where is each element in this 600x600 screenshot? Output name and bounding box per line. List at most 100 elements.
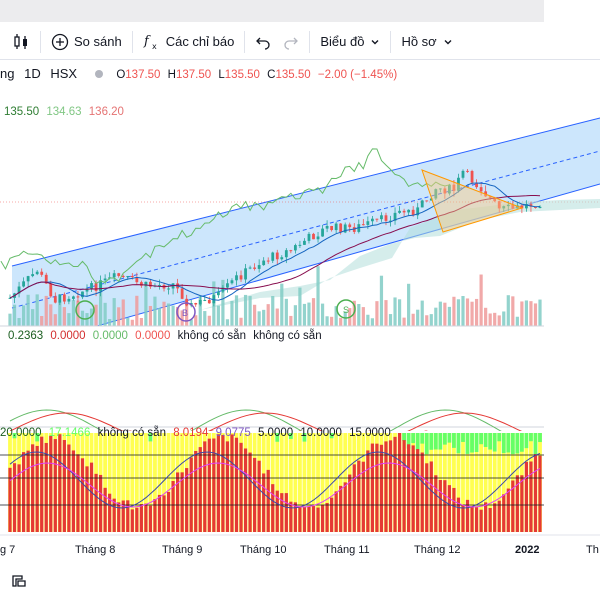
oscillator-green-bar [411,433,416,444]
compare-button[interactable]: So sánh [45,28,128,56]
candle-body [438,188,442,190]
candle-body [384,215,388,221]
candle-body [280,257,284,260]
oscillator-green-bar [442,433,447,445]
ichimoku-lines [0,148,541,301]
oscillator-red-bar [126,500,130,532]
osc-value-3: 8.0194 [173,427,209,439]
profile-menu[interactable]: Hồ sơ [395,28,458,56]
oscillator-band [338,433,343,532]
chart-type-menu[interactable]: Biểu đồ [314,28,386,56]
volume-bar [225,319,230,326]
oscillator-green-bar [483,433,488,447]
price-pane[interactable]: B S [0,117,600,350]
ichimoku-cloud [200,199,600,310]
volume-bar [216,305,220,326]
low-value: 135.50 [224,69,260,81]
chart-canvas[interactable]: B S [0,60,600,566]
toolbar-separator [390,30,392,53]
candle-body [497,201,501,209]
candle-body [253,267,257,269]
tenkan-line [9,182,541,301]
oscillator-red-bar [538,455,542,532]
oscillator-red-bar [348,474,352,532]
candle-body [22,281,25,287]
candles-button[interactable] [0,28,36,56]
indicators-button[interactable]: f x Các chỉ báo [137,28,241,56]
macd-value-1: 0.2363 [8,330,44,342]
candle-body [398,210,401,213]
symbol-name[interactable]: ng [0,66,15,81]
volume-bar [343,311,347,326]
volume-bar [126,317,130,326]
volume-bar [253,304,257,326]
candle-body [67,298,71,302]
oscillator-red-bar [76,454,80,532]
interval-label[interactable]: 1D [24,66,41,81]
bottom-bar [0,566,600,600]
oscillator-band [157,433,162,532]
volume-bar [452,296,456,326]
candle-body [511,204,515,209]
oscillator-red-bar [461,504,465,532]
low-label: L [218,69,225,81]
undo-button[interactable] [249,28,277,56]
candle-body [99,280,102,291]
oscillator-red-bar [470,506,474,532]
layout-icon[interactable] [10,572,28,590]
volume-bar [203,311,207,326]
time-axis[interactable]: g 7 Tháng 8 Tháng 9 Tháng 10 Tháng 11 Th… [0,544,600,560]
oscillator-green-bar [415,433,420,451]
candle-body [90,283,93,289]
oscillator-line [9,451,541,509]
oscillator-band [465,433,470,532]
candle-body [203,299,207,301]
candle-body [520,205,524,209]
oscillator-red-bar [447,485,452,532]
open-label: O [116,69,126,81]
candle-body [248,267,252,269]
oscillator-green-bar [433,433,438,450]
oscillator-pane[interactable] [0,431,544,532]
volume-bar [12,304,17,326]
candle-body [62,294,66,302]
oscillator-red-bar [40,436,44,532]
oscillator-red-bar [257,460,261,532]
chevron-down-icon [444,39,452,44]
ichimoku-legend: 135.50 134.63 136.20 [4,106,128,118]
oscillator-red-bar [375,443,379,532]
oscillator-red-bar [212,438,216,532]
oscillator-band [329,433,334,532]
osc-value-4: 9.0775 [215,427,251,439]
volume-bar [434,307,438,326]
macd-legend: 0.2363 0.0000 0.0000 0.0000 không có sẵn… [0,330,326,342]
volume-bar [194,315,198,326]
candle-body [502,206,506,209]
volume-bar [180,310,184,326]
candle-body [49,283,53,297]
candle-body [53,296,57,303]
oscillator-red-bar [502,494,506,532]
volume-bar [148,305,153,326]
volume-bar [524,300,529,326]
volume-bar [144,282,148,326]
redo-button[interactable] [277,28,305,56]
volume-bar [366,314,370,326]
oscillator-red-bar [94,473,98,532]
oscillator-red-bar [31,444,35,532]
volume-bar [388,314,393,326]
oscillator-band [153,433,157,532]
oscillator-red-bar [407,444,411,532]
candle-body [94,283,98,291]
oscillator-red-bar [302,506,307,532]
candle-body [515,205,519,209]
volume-bar [44,295,48,326]
volume-bar [171,305,175,326]
oscillator-band [456,433,461,532]
close-label: C [267,69,276,81]
candle-body [144,281,148,286]
candle-body [135,277,139,283]
oscillator-red-bar [221,434,225,532]
oscillator-red-bar [135,507,139,532]
volume-bar [284,298,288,326]
